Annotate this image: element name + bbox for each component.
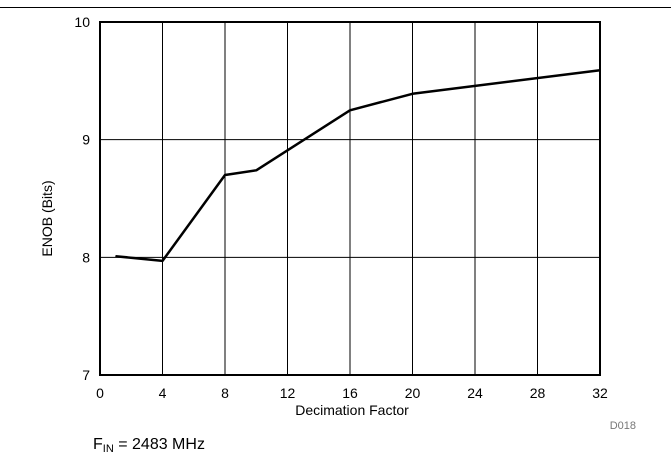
y-tick-label: 10 [74, 14, 90, 30]
data-point [255, 169, 257, 171]
data-point [224, 174, 226, 176]
x-tick-label: 24 [467, 385, 483, 401]
x-tick-label: 16 [342, 385, 358, 401]
caption: FIN = 2483 MHz [93, 436, 205, 455]
x-tick-label: 28 [530, 385, 546, 401]
y-tick-label: 8 [82, 249, 90, 265]
plot-frame [99, 21, 601, 376]
x-tick-label: 32 [592, 385, 608, 401]
x-tick-label: 0 [96, 385, 104, 401]
series-line [115, 68, 601, 263]
caption-value: = 2483 MHz [113, 436, 205, 453]
y-tick-label: 9 [82, 132, 90, 148]
caption-subscript: IN [102, 443, 114, 455]
x-tick-label: 4 [159, 385, 167, 401]
data-point [599, 69, 601, 71]
grid [100, 22, 600, 375]
data-point [349, 109, 351, 111]
series [115, 68, 601, 263]
x-axis-title: Decimation Factor [295, 402, 409, 418]
caption-symbol: F [93, 436, 103, 453]
data-point [115, 255, 117, 257]
top-rule [0, 7, 671, 8]
tick-labels: 0 4 8 12 16 20 24 28 32 7 8 9 10 [74, 14, 608, 401]
figure-id: D018 [610, 420, 636, 432]
x-tick-label: 20 [405, 385, 421, 401]
x-tick-label: 8 [221, 385, 229, 401]
x-tick-label: 12 [280, 385, 296, 401]
y-tick-label: 7 [82, 367, 90, 383]
data-point [162, 260, 163, 262]
y-axis-title: ENOB (Bits) [39, 180, 55, 256]
data-point [412, 93, 413, 95]
